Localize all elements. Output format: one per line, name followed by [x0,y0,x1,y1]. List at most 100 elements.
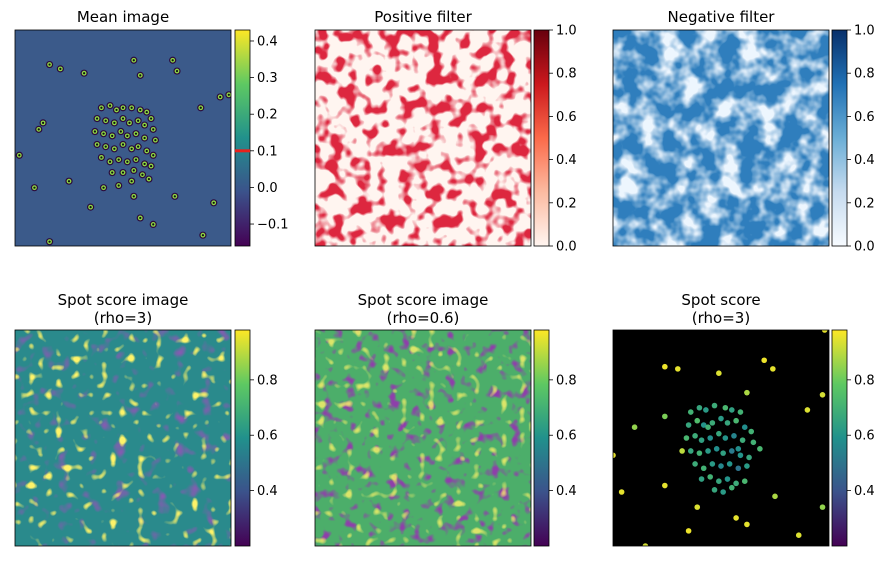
panel-spot-score-image-rho3: Spot score image (rho=3) 0.4 0.6 0.8 [14,291,278,547]
colorbar-ticks: 0.0 0.2 0.4 0.6 0.8 1.0 [847,24,875,255]
scatter-point [709,461,716,467]
spot-core [102,132,105,135]
axes-frame [14,29,232,247]
axes-frame [314,329,532,547]
panel-title: Spot score image [358,291,489,309]
scatter-point [744,463,750,469]
colorbar [533,329,550,547]
scatter-point [729,484,735,491]
scatter-point [675,366,681,372]
colorbar-tick-label: 0.4 [257,34,278,49]
scatter-point [683,435,690,441]
scatter-point [729,448,735,454]
scatter-point [735,446,742,452]
spot-layer [613,330,828,546]
panel-spot-score-image-rho06: Spot score image (rho=0.6) 0.4 0.6 0.8 [314,291,577,547]
scatter-point [696,450,703,456]
spot-core [227,93,230,96]
scatter-point [707,435,713,441]
spot-core [143,123,146,127]
scatter-point [761,357,767,364]
spot-core [119,130,122,133]
spot-core [100,156,103,159]
spot-core [111,134,114,137]
spot-core [141,173,144,176]
panel-title: Mean image [77,8,169,26]
spot-core [132,169,135,172]
spot-core [212,201,215,204]
spot-core [108,160,112,163]
scatter-point [741,478,748,485]
colorbar [831,29,848,247]
panel-subtitle: (rho=3) [94,309,152,327]
colorbar-tick-label: 0.2 [854,196,875,211]
scatter-point [700,465,707,472]
scatter-point [729,407,735,413]
spot-core [48,240,51,243]
scatter-point [722,435,729,441]
panel-negative-filter: Negative filter 0.0 0.2 0.4 0.6 0.8 1.0 [612,8,875,255]
colorbar-tick-label: 0.8 [257,373,278,388]
panel-title: Spot score image [58,291,189,309]
scatter-point [737,409,744,415]
spot-core [173,195,176,198]
spot-core [134,158,138,161]
colorbar-tick-label: 0.6 [257,429,278,444]
colorbar-tick-label: 0.0 [257,181,278,196]
spot-core [33,186,36,189]
scatter-point [720,450,726,456]
scatter-point [618,489,625,495]
spot-core [139,108,142,112]
spot-core [102,186,105,189]
colorbar-ticks: 0.0 0.2 0.4 0.6 0.8 1.0 [549,24,577,255]
scatter-point [757,446,763,452]
colorbar-tick-label: 0.4 [854,153,875,168]
spot-core [121,117,125,120]
scatter-point [731,433,737,439]
scatter-point [694,417,701,424]
scatter-point [711,402,718,409]
colorbar-tick-label: 0.1 [257,144,278,159]
panel-title: Positive filter [374,8,472,26]
scatter-point [770,366,776,372]
heatmap-texture [315,30,531,246]
spot-core [132,59,135,62]
spot-core [132,195,135,198]
spot-core [154,139,157,142]
scatter-point [737,452,744,459]
scatter-point [716,478,722,485]
spot-core [111,171,114,174]
heatmap-texture-high [315,330,531,546]
colorbar-tick-label: 0.6 [556,110,577,125]
scatter-point [662,413,668,420]
colorbar [533,29,550,247]
scatter-point [716,370,722,377]
scatter-point [744,521,750,528]
colorbar [831,329,848,547]
scatter-point [819,504,826,510]
spot-core [59,67,62,70]
colorbar-ticks: −0.1 0.0 0.1 0.2 0.3 0.4 [250,34,289,233]
colorbar-tick-label: 1.0 [556,24,577,39]
scatter-point [696,404,703,411]
spot-core [83,72,86,75]
spot-core [121,106,125,109]
colorbar-tick-label: −0.1 [257,218,289,233]
spot-core [121,171,125,174]
spot-core [117,158,120,161]
panel-title: Spot score [681,291,760,309]
spot-core [115,108,118,112]
scatter-point [631,424,638,431]
colorbar-tick-label: 0.6 [854,110,875,125]
scatter-point [744,389,750,396]
scatter-point [711,487,718,493]
panel-title: Negative filter [668,8,776,26]
scatter-point [720,489,726,495]
scatter-point [722,404,729,411]
scatter-point [700,422,707,428]
colorbar-tick-label: 0.0 [854,240,875,255]
panel-spot-score-rho3: Spot score (rho=3) 0.4 0.6 0.8 [612,291,875,547]
scatter-point [685,528,692,534]
axes-frame [612,329,830,547]
